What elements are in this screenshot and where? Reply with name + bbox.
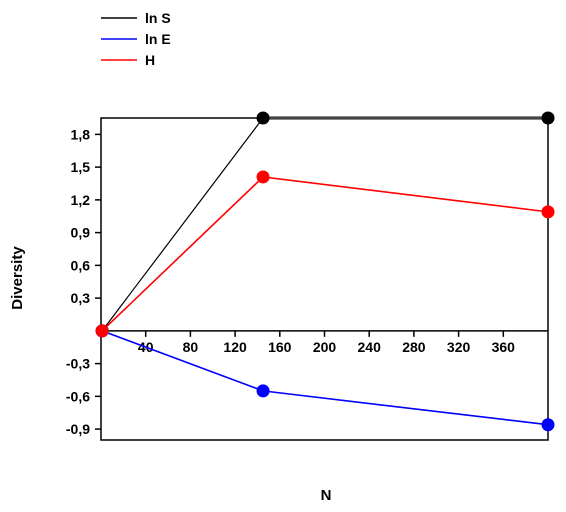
data-point-h bbox=[256, 170, 270, 184]
x-axis-ticks: 40 80 120 160 200 240 280 320 360 bbox=[138, 330, 516, 355]
series-points bbox=[95, 111, 555, 432]
legend-label-h: H bbox=[145, 52, 155, 68]
plot-frame bbox=[100, 117, 549, 441]
x-tick-label: 280 bbox=[402, 339, 426, 355]
y-tick-label: -0,9 bbox=[66, 421, 90, 437]
data-point-h bbox=[95, 324, 109, 338]
x-tick-label: 200 bbox=[313, 339, 337, 355]
series-line-h bbox=[101, 176, 549, 332]
data-point-ln-e bbox=[541, 418, 555, 432]
y-axis-ticks: 1,8 1,5 1,2 0,9 0,6 0,3 -0,3 -0,6 -0,9 bbox=[66, 126, 101, 437]
y-tick-label: 1,8 bbox=[71, 126, 91, 142]
data-point-ln-s bbox=[541, 111, 555, 125]
y-tick-label: 1,5 bbox=[71, 159, 91, 175]
y-tick-label: -0,6 bbox=[66, 388, 90, 404]
data-point-h bbox=[541, 205, 555, 219]
series-lines bbox=[101, 116, 549, 426]
y-tick-label: 0,3 bbox=[71, 290, 91, 306]
x-tick-label: 120 bbox=[223, 339, 247, 355]
legend-label-ln-s: ln S bbox=[145, 10, 171, 26]
x-axis-title: N bbox=[321, 487, 332, 504]
y-tick-label: -0,3 bbox=[66, 356, 90, 372]
data-point-ln-s bbox=[256, 111, 270, 125]
data-point-ln-e bbox=[256, 384, 270, 398]
x-tick-label: 160 bbox=[268, 339, 292, 355]
series-line-ln-s bbox=[101, 117, 548, 332]
y-axis-title: Diversity bbox=[9, 246, 26, 310]
x-tick-label: 80 bbox=[183, 339, 199, 355]
legend: ln S ln E H bbox=[101, 10, 171, 68]
legend-label-ln-e: ln E bbox=[145, 31, 171, 47]
y-tick-label: 1,2 bbox=[71, 192, 91, 208]
x-tick-label: 360 bbox=[492, 339, 516, 355]
x-tick-label: 240 bbox=[358, 339, 382, 355]
y-tick-label: 0,9 bbox=[71, 225, 91, 241]
x-tick-label: 320 bbox=[447, 339, 471, 355]
y-tick-label: 0,6 bbox=[71, 257, 91, 273]
